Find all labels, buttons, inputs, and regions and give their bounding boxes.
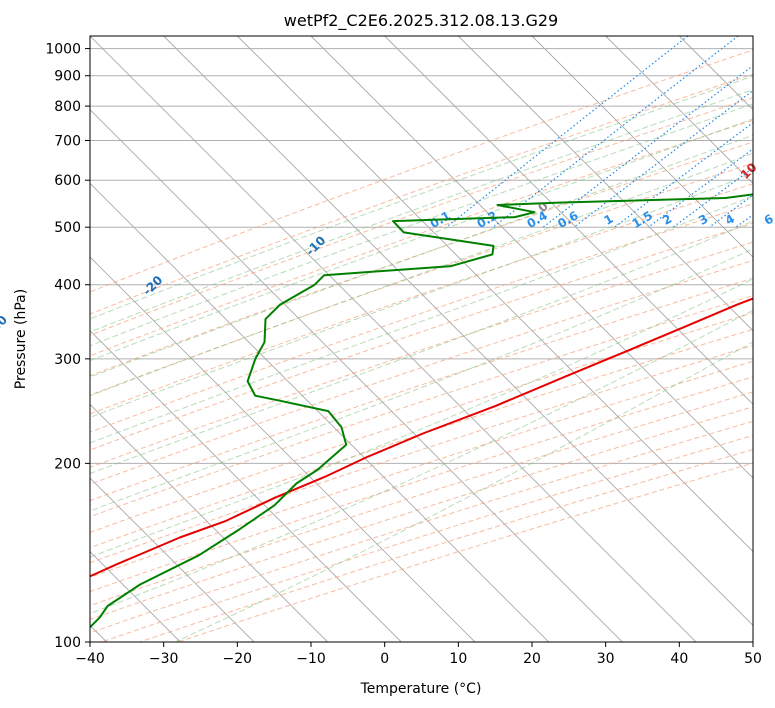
x-tick-label: 10 (449, 651, 467, 667)
dry-adiabat-line (90, 141, 753, 377)
moist-adiabat-line (90, 89, 753, 333)
dry-adiabat-line (90, 259, 753, 485)
moist-adiabat-line (90, 118, 753, 362)
x-axis-title: Temperature (°C) (360, 681, 482, 697)
sounding-profiles (90, 193, 753, 629)
x-tick-label: 20 (523, 651, 541, 667)
isotherm-line (90, 403, 328, 642)
chart-title: wetPf2_C2E6.2025.312.08.13.G29 (284, 11, 558, 31)
dry-adiabat-line (90, 328, 753, 549)
moist-adiabat-line (90, 220, 753, 475)
isotherm-line (384, 36, 753, 405)
y-tick-label: 600 (54, 173, 81, 189)
isotherm-line (531, 36, 753, 258)
y-tick-label: 1000 (45, 42, 81, 58)
mixing-ratio-line (492, 36, 739, 228)
isotherm-line (90, 109, 623, 642)
isotherm-line (163, 36, 753, 626)
y-tick-label: 800 (54, 99, 81, 115)
dry-adiabat-line (90, 376, 753, 593)
dry-adiabat-line (90, 312, 753, 533)
x-tick-label: 0 (380, 651, 389, 667)
y-tick-label: 200 (54, 456, 81, 472)
isotherm-line (90, 330, 402, 642)
isotherm-line (237, 36, 753, 553)
moist-adiabat-line (90, 278, 753, 558)
y-tick-label: 300 (54, 352, 81, 368)
x-tick-label: 30 (597, 651, 615, 667)
temperature-profile-line (90, 297, 753, 578)
axes: −40 −30 −20 −10 0 10 20 30 40 50 100 200 300 400 500 60… (45, 42, 762, 667)
moist-adiabat-line (90, 195, 753, 444)
isotherm-line (458, 36, 753, 332)
dry-adiabat-line (90, 162, 753, 396)
dewpoint-profile-line (90, 193, 753, 629)
dry-adiabat-line (90, 391, 753, 607)
dry-adiabat-line (90, 295, 753, 518)
isotherm-line (90, 36, 697, 642)
dry-adiabat-line (90, 277, 753, 502)
moist-adiabat-line (90, 309, 753, 615)
isotherm-line (90, 256, 476, 642)
mixing-ratio-line (542, 64, 753, 228)
dry-adiabat-label: -30 (0, 313, 10, 338)
mixing-ratio-line (672, 167, 753, 228)
y-tick-label: 500 (54, 220, 81, 236)
dry-adiabat-line (90, 49, 753, 293)
dry-adiabat-line (90, 344, 753, 564)
y-tick-label: 400 (54, 278, 81, 294)
x-tick-label: 50 (744, 651, 762, 667)
plot-frame (89, 35, 754, 643)
dry-adiabat-line (90, 183, 753, 415)
moist-adiabat-line (90, 75, 753, 320)
isotherm-line (605, 36, 753, 184)
background-lines (90, 36, 753, 642)
dry-adiabat-line (90, 97, 753, 336)
moist-adiabat-line (90, 152, 753, 397)
y-tick-label: 700 (54, 133, 81, 149)
x-tick-label: −20 (223, 651, 253, 667)
dry-adiabat-line (90, 360, 753, 578)
isotherm-line (90, 182, 549, 642)
isotherm-line (310, 36, 753, 479)
x-tick-label: −30 (149, 651, 179, 667)
x-tick-label: −40 (75, 651, 105, 667)
mixing-ratio-line (573, 89, 753, 228)
moist-adiabat-line (90, 172, 753, 418)
isotherm-line (90, 477, 255, 642)
y-axis-title: Pressure (hPa) (13, 289, 29, 389)
y-tick-label: 900 (54, 69, 81, 85)
x-tick-label: −10 (296, 651, 326, 667)
y-tick-label: 100 (54, 635, 81, 651)
x-tick-label: 40 (670, 651, 688, 667)
